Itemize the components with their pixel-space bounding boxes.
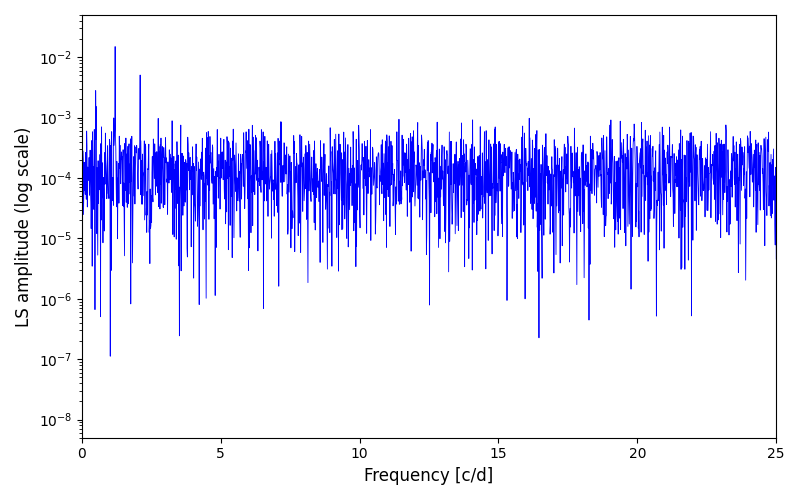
Y-axis label: LS amplitude (log scale): LS amplitude (log scale): [15, 126, 33, 326]
X-axis label: Frequency [c/d]: Frequency [c/d]: [364, 467, 494, 485]
